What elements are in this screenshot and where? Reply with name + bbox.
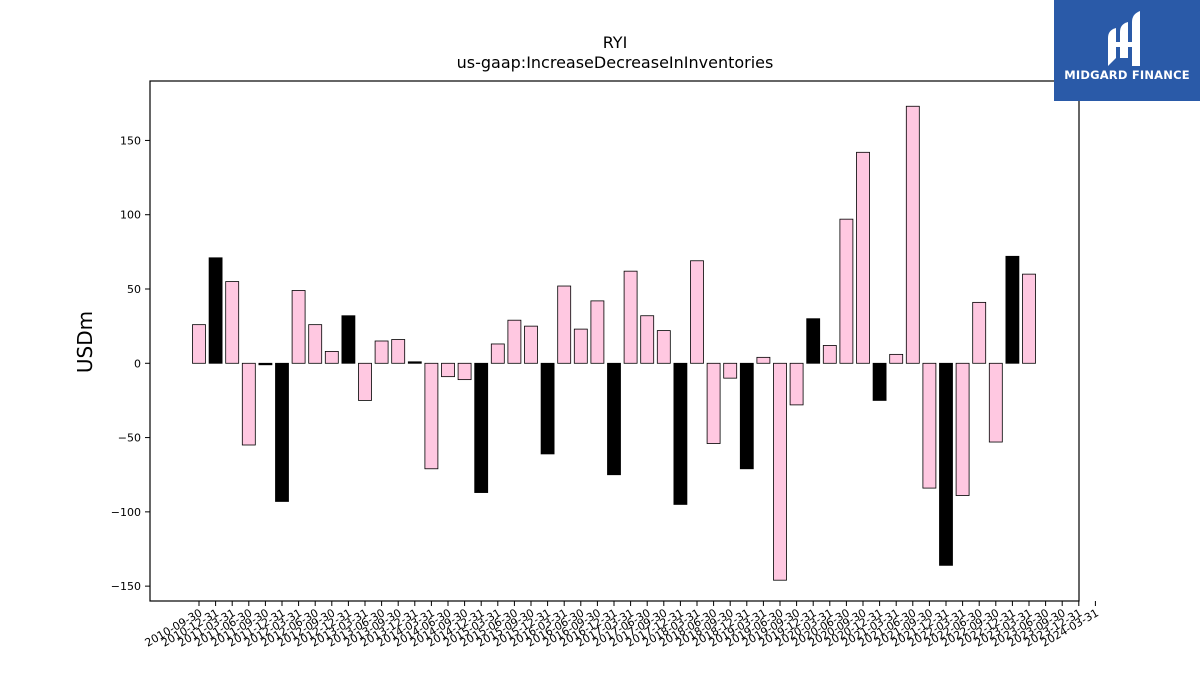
bar-2022-09-30 [988,362,1003,443]
midgard-logo-icon [1108,11,1140,66]
bar-2022-12-31 [1005,255,1020,364]
bar-2018-12-31 [739,362,754,470]
bar-2021-12-31 [939,362,953,566]
chart-title: RYI [603,33,628,52]
bar-2021-09-30 [922,362,937,489]
bar-2023-03-31 [1022,273,1036,364]
x-axis: 2010-09-302010-12-312011-03-312011-06-30… [143,601,1101,650]
bar-2013-03-31 [358,362,372,401]
bar-2014-12-31 [474,362,489,493]
bar-2011-06-30 [241,362,256,446]
bar-2012-03-31 [291,290,306,364]
y-tick-label: 50 [127,283,141,296]
bar-2022-06-30 [972,301,987,364]
logo-text: MIDGARD FINANCE [1064,68,1190,82]
brand-logo: MIDGARD FINANCE [1054,0,1200,101]
y-tick-label: −150 [111,580,141,593]
bar-2010-12-31 [208,257,223,364]
bar-2016-12-31 [607,362,621,476]
bar-2016-09-30 [590,300,605,364]
y-tick-label: 100 [120,209,141,222]
bar-2019-06-30 [773,362,787,581]
y-tick-label: −100 [111,506,141,519]
chart-subtitle: us-gaap:IncreaseDecreaseInInventories [457,53,774,72]
bar-2012-12-31 [341,315,356,364]
bar-2022-03-31 [955,362,970,496]
bar-2012-09-30 [324,350,339,364]
bar-2017-12-31 [673,362,688,505]
y-axis-label: USDm [73,311,97,373]
y-tick-label: −50 [118,432,141,445]
bar-2013-06-30 [374,340,389,364]
bar-2020-12-31 [872,362,887,401]
bar-2020-09-30 [856,151,870,364]
bar-2015-06-30 [507,319,522,364]
bar-2017-09-30 [656,330,671,364]
bar-2014-09-30 [457,362,472,381]
bar-2017-03-31 [623,270,638,364]
bar-2019-09-30 [789,362,804,406]
bar-2017-06-30 [640,315,655,364]
bar-2018-06-30 [706,362,721,444]
bar-2016-06-30 [573,328,588,364]
bar-2015-03-31 [490,343,505,364]
bar-2011-03-31 [225,281,240,364]
bar-2010-09-30 [192,324,206,364]
bar-2015-12-31 [540,362,555,455]
bars-group [192,105,1036,581]
bar-2021-03-31 [889,353,904,364]
bar-2011-12-31 [275,362,289,502]
bar-2013-12-31 [407,361,422,364]
bar-2021-06-30 [905,105,920,364]
bar-2018-09-30 [723,362,738,379]
bar-2020-06-30 [839,218,854,364]
y-axis: −150 −100 −50 0 50 100 150 [111,134,150,593]
bar-2012-06-30 [308,324,323,364]
y-tick-label: 0 [134,357,141,370]
y-tick-label: 150 [120,134,141,147]
bar-2018-03-31 [690,260,704,364]
bar-2016-03-31 [557,285,572,364]
bar-2019-03-31 [756,356,771,364]
bar-2020-03-31 [822,345,837,364]
bar-2011-09-30 [258,362,273,366]
bar-2015-09-30 [524,325,538,364]
bar-2013-09-30 [391,339,406,364]
bar-2019-12-31 [806,318,821,364]
bar-2014-06-30 [441,362,455,378]
bar-2014-03-31 [424,362,439,470]
plot-frame [149,80,1080,602]
